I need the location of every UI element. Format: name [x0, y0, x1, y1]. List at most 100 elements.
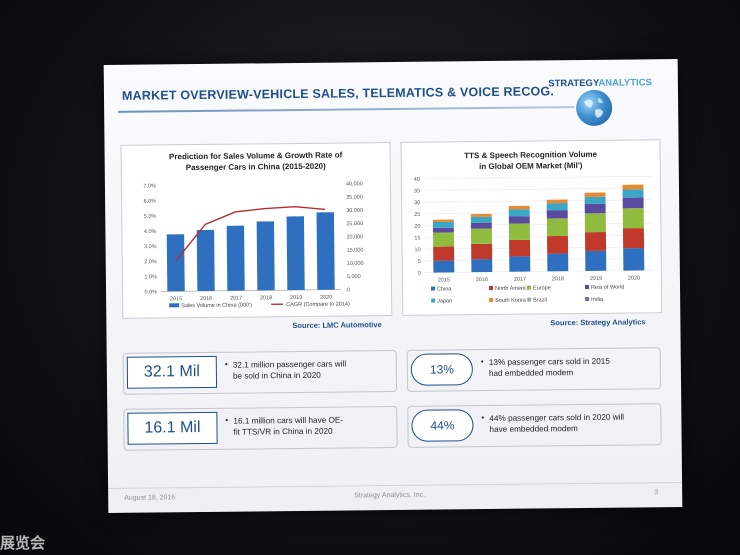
stacked-bar-segment	[509, 256, 531, 272]
legend-swatch	[585, 296, 590, 301]
stacked-bar-segment	[432, 227, 454, 233]
legend-swatch	[584, 284, 590, 289]
legend-swatch	[527, 297, 532, 302]
x-axis-tick-label: 2017	[230, 296, 242, 302]
x-axis-tick-label: 2019	[290, 295, 302, 301]
stacked-bar-segment	[508, 216, 530, 224]
legend-label: China	[437, 286, 452, 292]
stacked-bar-segment	[547, 253, 569, 272]
stacked-bar-segment	[433, 246, 455, 261]
stacked-bar-segment	[470, 213, 492, 217]
y-axis-tick-label: 15	[414, 235, 420, 241]
stat-text-4: 44% passenger cars sold in 2020 will hav…	[489, 412, 624, 435]
gridline	[424, 223, 653, 226]
left-axis-tick-label: 3.0%	[144, 244, 157, 250]
legend-swatch	[489, 285, 494, 290]
x-axis-tick-label: 2020	[628, 275, 640, 281]
stacked-bar-segment	[546, 203, 568, 211]
left-axis-tick-label: 1.0%	[144, 274, 157, 280]
stat-value-32-mil: 32.1 Mil	[126, 355, 218, 389]
gridline	[424, 246, 653, 250]
y-axis-tick-label: 10	[414, 247, 420, 253]
left-axis-tick-label: 0.0%	[144, 289, 157, 295]
right-axis-tick-label: 10,000	[347, 261, 364, 267]
brand-logo-text: STRATEGYANALYTICS	[548, 77, 652, 89]
left-axis-tick-label: 4.0%	[144, 229, 157, 235]
y-axis-tick-label: 35	[414, 188, 420, 194]
legend-swatch	[431, 286, 436, 291]
brand-part-2: ANALYTICS	[598, 77, 652, 89]
right-axis-tick-label: 30,000	[346, 208, 363, 214]
legend-label-cagr: CAGR (Compare to 2014)	[286, 301, 350, 308]
footer-company: Strategy Analytics, Inc.	[354, 491, 426, 500]
x-axis-tick-label: 2016	[476, 277, 488, 283]
stacked-bar-segment	[508, 223, 530, 241]
footer-page-number: 3	[654, 489, 659, 497]
legend-swatch	[431, 298, 436, 303]
stacked-bar-segment	[622, 197, 644, 209]
y-axis-tick-label: 5	[418, 259, 421, 265]
left-axis-tick-label: 7.0%	[143, 183, 156, 189]
gridline	[423, 176, 652, 179]
y-axis-tick-label: 25	[414, 212, 420, 218]
stacked-bar-segment	[622, 184, 644, 190]
stacked-bar-segment	[546, 218, 568, 237]
right-axis-tick-label: 40,000	[346, 181, 363, 187]
sales-bar	[256, 221, 275, 291]
y-axis-tick-label: 30	[414, 200, 420, 206]
stat-text-2: 16.1 million cars will have OE- fit TTS/…	[233, 415, 343, 438]
sales-chart-panel: Prediction for Sales Volume & Growth Rat…	[120, 142, 393, 319]
stacked-bar-segment	[584, 196, 606, 205]
gridline	[424, 211, 653, 215]
stat-text-3-line2: had embedded modem	[488, 368, 574, 379]
bullet-2: •	[225, 415, 229, 425]
gridline	[423, 187, 652, 191]
y-axis-tick-label: 0	[418, 271, 421, 277]
y-axis-tick-label: 40	[414, 177, 420, 183]
x-axis-tick-label: 2020	[320, 295, 332, 301]
legend-label-sales: Sales Volume in China (000')	[181, 302, 252, 309]
tts-chart-panel: TTS & Speech Recognition Volume in Globa…	[400, 139, 663, 316]
stacked-bar-segment	[471, 259, 493, 273]
x-axis-tick-label: 2015	[438, 277, 450, 283]
footer-date: August 18, 2016	[124, 494, 176, 502]
x-axis-tick-label: 2017	[514, 277, 526, 283]
right-axis-tick-label: 25,000	[346, 221, 363, 227]
bullet-1: •	[224, 359, 228, 369]
stacked-bar-segment	[432, 232, 455, 247]
gridline	[424, 258, 653, 262]
stacked-bar-segment	[546, 199, 568, 204]
y-axis-tick-label: 20	[414, 224, 420, 230]
gridline	[424, 234, 653, 238]
x-axis-tick-label: 2018	[552, 276, 564, 282]
stacked-bar-segment	[470, 222, 492, 229]
stacked-bar-segment	[584, 203, 606, 214]
stacked-bar-segment	[432, 219, 454, 223]
legend-swatch	[527, 285, 532, 290]
right-axis-tick-label: 20,000	[346, 234, 363, 240]
sales-bar	[196, 229, 215, 292]
stat-text-1-line2: be sold in China in 2020	[232, 370, 321, 381]
x-axis-tick-label: 2015	[170, 296, 182, 302]
presentation-slide: MARKET OVERVIEW-VEHICLE SALES, TELEMATIC…	[103, 59, 683, 513]
stacked-bar-segment	[547, 235, 569, 254]
legend-label: Europe	[533, 285, 551, 291]
sales-bar	[166, 234, 185, 292]
right-axis-tick-label: 0	[347, 287, 350, 293]
left-axis-tick-label: 5.0%	[144, 214, 157, 220]
right-axis-tick-label: 5,000	[347, 274, 361, 280]
legend-label: Brazil	[533, 297, 547, 303]
legend-swatch-sales	[169, 303, 180, 308]
stat-value-44-pct: 44%	[411, 409, 474, 442]
sales-bar	[316, 212, 335, 290]
legend-swatch	[489, 297, 494, 302]
stacked-bar-segment	[622, 228, 645, 249]
legend-label: South Korea	[495, 298, 527, 304]
left-axis-tick-label: 2.0%	[144, 259, 157, 265]
stacked-bar-segment	[470, 216, 492, 223]
stacked-bar-segment	[584, 231, 607, 252]
x-axis-tick-label: 2019	[590, 276, 602, 282]
gridline	[424, 199, 653, 203]
stacked-bar-segment	[471, 243, 493, 260]
